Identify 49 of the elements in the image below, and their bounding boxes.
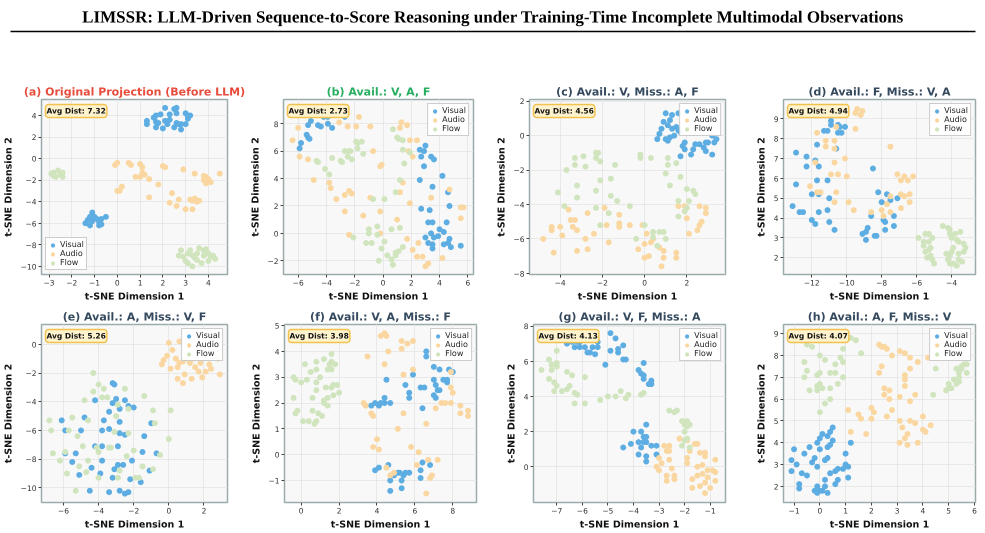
x-axis-title: t-SNE Dimension 1 bbox=[328, 292, 428, 302]
legend-label: Flow bbox=[944, 124, 964, 133]
y-axis-title: t-SNE Dimension 2 bbox=[756, 137, 768, 237]
y-axis-title: t-SNE Dimension 2 bbox=[251, 364, 262, 464]
x-axis-title: t-SNE Dimension 1 bbox=[830, 520, 930, 530]
x-axis-title: t-SNE Dimension 1 bbox=[578, 292, 678, 302]
x-axis-title: t-SNE Dimension 1 bbox=[84, 520, 184, 530]
x-axis-title: t-SNE Dimension 1 bbox=[330, 520, 430, 530]
text: LIMSSR: LLM-Driven Sequence-to-Score Reasoning under Training-Time Incomplete Multimodal Observations bbox=[82, 8, 904, 26]
y-axis-title: t-SNE Dimension 2 bbox=[4, 364, 15, 464]
legend-label: Visual bbox=[944, 106, 968, 115]
chart-title: (c) Avail.: V, Miss.: A, F bbox=[556, 86, 699, 98]
legend-label: Audio bbox=[60, 249, 83, 258]
x-axis-title: t-SNE Dimension 1 bbox=[84, 292, 184, 302]
chart-title: (e) Avail.: A, Miss.: V, F bbox=[62, 310, 206, 324]
legend-label: Audio bbox=[196, 340, 219, 349]
legend-label: Audio bbox=[694, 115, 717, 124]
legend-label: Flow bbox=[944, 349, 964, 358]
legend-label: Audio bbox=[442, 115, 465, 124]
legend-label: Audio bbox=[944, 115, 967, 124]
x-axis-title: t-SNE Dimension 1 bbox=[580, 520, 680, 530]
y-axis-title: t-SNE Dimension 2 bbox=[496, 137, 508, 237]
legend-label: Flow bbox=[196, 349, 216, 358]
legend-label: Audio bbox=[944, 340, 967, 349]
y-axis-title: t-SNE Dimension 2 bbox=[250, 137, 262, 237]
chart-title: (b) Avail.: V, A, F bbox=[326, 86, 430, 98]
legend-label: Flow bbox=[442, 124, 462, 133]
y-axis-title: t-SNE Dimension 2 bbox=[4, 137, 15, 237]
legend-label: Visual bbox=[445, 331, 469, 340]
legend-label: Visual bbox=[694, 106, 718, 115]
legend-label: Visual bbox=[694, 331, 718, 340]
legend-label: Flow bbox=[694, 124, 714, 133]
legend-label: Visual bbox=[442, 106, 466, 115]
chart-title: (h) Avail.: A, F, Miss.: V bbox=[808, 310, 952, 324]
legend-label: Flow bbox=[694, 349, 714, 358]
legend-label: Visual bbox=[196, 331, 220, 340]
y-axis-title: t-SNE Dimension 2 bbox=[506, 364, 518, 464]
legend-label: Flow bbox=[445, 349, 464, 358]
chart-title: (g) Avail.: V, F, Miss.: A bbox=[558, 310, 701, 324]
legend-label: Flow bbox=[60, 258, 80, 267]
legend-label: Audio bbox=[445, 340, 468, 349]
legend-label: Visual bbox=[60, 240, 84, 249]
chart-title: (f) Avail.: V, A, Miss.: F bbox=[310, 310, 451, 324]
chart-title: (d) Avail.: F, Miss.: V, A bbox=[808, 86, 951, 98]
legend-label: Audio bbox=[694, 340, 717, 349]
x-axis-title: t-SNE Dimension 1 bbox=[830, 292, 930, 302]
chart-title: (a) Original Projection (Before LLM) bbox=[24, 86, 246, 98]
legend-label: Visual bbox=[944, 331, 968, 340]
y-axis-title: t-SNE Dimension 2 bbox=[756, 364, 768, 464]
